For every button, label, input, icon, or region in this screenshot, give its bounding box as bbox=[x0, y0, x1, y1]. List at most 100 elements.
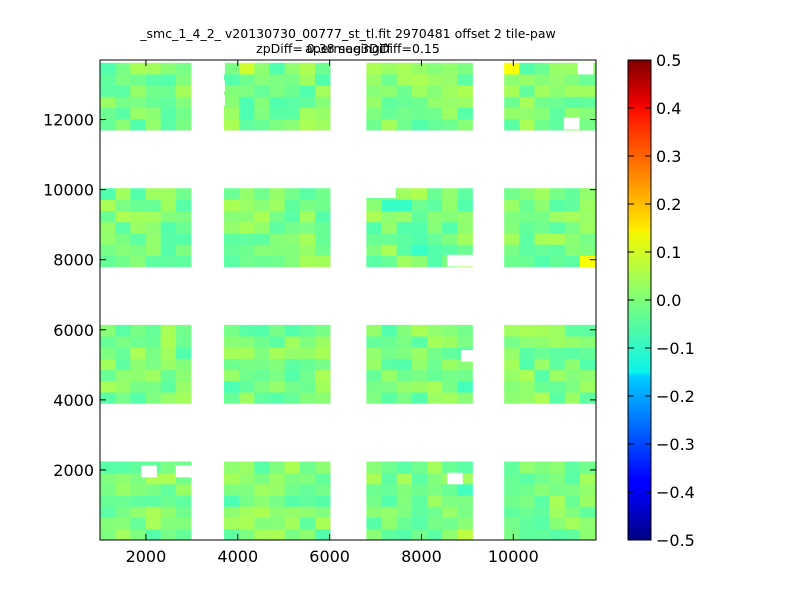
heatmap-cell bbox=[442, 118, 458, 131]
heatmap-cell bbox=[411, 107, 428, 120]
heatmap-cell bbox=[269, 62, 286, 75]
heatmap-cell bbox=[579, 472, 596, 485]
heatmap-cell bbox=[519, 495, 535, 507]
heatmap-cell bbox=[130, 517, 146, 530]
heatmap-cell bbox=[504, 255, 520, 268]
heatmap-cell bbox=[411, 495, 428, 507]
heatmap-cell bbox=[130, 369, 146, 382]
heatmap-cell bbox=[457, 380, 473, 393]
empty-cell bbox=[366, 186, 382, 199]
heatmap-cell bbox=[314, 85, 331, 97]
heatmap-cell bbox=[224, 347, 240, 359]
heatmap-cell bbox=[299, 74, 316, 86]
heatmap-cell bbox=[426, 506, 443, 518]
heatmap-cell bbox=[115, 369, 131, 382]
heatmap-cell bbox=[100, 358, 116, 371]
heatmap-cell bbox=[579, 380, 596, 393]
heatmap-cell bbox=[100, 324, 116, 337]
heatmap-cell bbox=[426, 210, 443, 223]
heatmap-cell bbox=[115, 188, 131, 200]
heatmap-cell bbox=[442, 347, 458, 359]
heatmap-cell bbox=[175, 199, 192, 212]
colorbar-tick-label: −0.4 bbox=[656, 483, 695, 502]
heatmap-cell bbox=[299, 483, 316, 496]
heatmap-cell bbox=[534, 62, 551, 75]
heatmap-cell bbox=[519, 347, 535, 359]
heatmap-cell bbox=[504, 347, 520, 359]
heatmap-cell bbox=[175, 392, 192, 404]
heatmap-cell bbox=[564, 62, 581, 75]
heatmap-cell bbox=[534, 380, 551, 393]
heatmap-cell bbox=[160, 461, 177, 474]
heatmap-cell bbox=[381, 483, 398, 496]
heatmap-cell bbox=[442, 85, 458, 97]
heatmap-cell bbox=[130, 255, 146, 268]
heatmap-cell bbox=[175, 324, 192, 337]
heatmap-cell bbox=[239, 221, 255, 234]
heatmap-cell bbox=[381, 118, 398, 131]
heatmap-cell bbox=[564, 517, 581, 530]
empty-cell bbox=[472, 254, 489, 267]
heatmap-cell bbox=[519, 483, 535, 496]
heatmap-cell bbox=[130, 495, 146, 507]
heatmap-cell bbox=[299, 392, 316, 404]
heatmap-cell bbox=[100, 244, 116, 256]
plot-frame bbox=[99, 59, 597, 541]
x-tick-label: 10000 bbox=[488, 547, 539, 566]
heatmap-cell bbox=[564, 96, 581, 109]
heatmap-cell bbox=[314, 188, 331, 200]
heatmap-cell bbox=[115, 380, 131, 393]
heatmap-cell bbox=[145, 495, 162, 507]
heatmap-cell bbox=[396, 506, 413, 518]
heatmap-cell bbox=[442, 506, 458, 518]
heatmap-cell bbox=[100, 495, 116, 507]
heatmap-cell bbox=[130, 199, 146, 212]
heatmap-cell bbox=[160, 62, 177, 75]
heatmap-cell bbox=[457, 85, 473, 97]
heatmap-cell bbox=[269, 517, 286, 530]
heatmap-cell bbox=[239, 380, 255, 393]
empty-cell bbox=[380, 186, 396, 199]
heatmap-cell bbox=[145, 380, 162, 393]
heatmap-cell bbox=[130, 358, 146, 371]
heatmap-cell bbox=[175, 380, 192, 393]
heatmap-cell bbox=[579, 210, 596, 223]
heatmap-cell bbox=[549, 118, 566, 131]
heatmap-cell bbox=[254, 188, 270, 200]
heatmap-cell bbox=[269, 380, 286, 393]
heatmap-cell bbox=[145, 392, 162, 404]
heatmap-cell bbox=[564, 255, 581, 268]
heatmap-cell bbox=[534, 107, 551, 120]
heatmap-cell bbox=[426, 118, 443, 131]
heatmap-cell bbox=[579, 506, 596, 518]
heatmap-cell bbox=[396, 472, 413, 485]
heatmap-cell bbox=[564, 188, 581, 200]
empty-cell bbox=[472, 350, 489, 362]
heatmap-cell bbox=[145, 528, 162, 541]
heatmap-cell bbox=[426, 85, 443, 97]
heatmap-cell bbox=[269, 347, 286, 359]
heatmap-cell bbox=[145, 324, 162, 337]
heatmap-cell bbox=[269, 255, 286, 268]
heatmap-cell bbox=[160, 210, 177, 223]
heatmap-cell bbox=[534, 74, 551, 86]
colorbar-tick-label: −0.1 bbox=[656, 339, 695, 358]
heatmap-cell bbox=[224, 244, 240, 256]
heatmap-cell bbox=[284, 336, 301, 348]
heatmap-cell bbox=[457, 188, 473, 200]
heatmap-cell bbox=[396, 221, 413, 234]
heatmap-cell bbox=[534, 244, 551, 256]
heatmap-cell bbox=[564, 369, 581, 382]
colorbar-tick-label: 0.0 bbox=[656, 291, 681, 310]
heatmap-cell bbox=[534, 324, 551, 337]
heatmap-cell bbox=[366, 336, 382, 348]
heatmap-cell bbox=[175, 85, 192, 97]
heatmap-cell bbox=[269, 96, 286, 109]
heatmap-cell bbox=[145, 517, 162, 530]
empty-cell bbox=[460, 350, 477, 362]
heatmap-cell bbox=[457, 74, 473, 86]
heatmap-cell bbox=[175, 96, 192, 109]
heatmap-cell bbox=[100, 517, 116, 530]
heatmap-cell bbox=[457, 199, 473, 212]
empty-cell bbox=[473, 62, 489, 75]
